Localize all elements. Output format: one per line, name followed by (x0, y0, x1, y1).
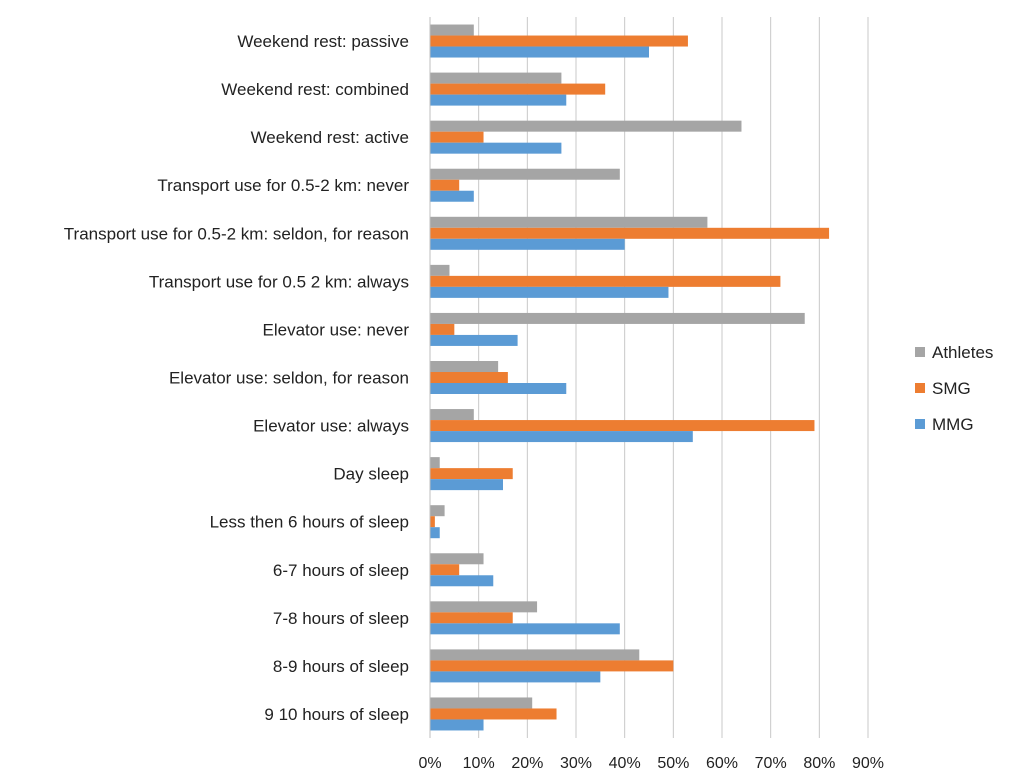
bar-mmg (430, 383, 567, 394)
bar-smg (430, 612, 513, 624)
category-label: 9 10 hours of sleep (264, 705, 409, 724)
legend-swatch-athletes (915, 347, 925, 357)
x-tick-label: 80% (803, 755, 835, 772)
category-label: Weekend rest: combined (221, 80, 409, 99)
x-tick-label: 30% (560, 755, 592, 772)
bar-athletes (430, 361, 499, 372)
bar-smg (430, 179, 460, 191)
category-label: Elevator use: always (253, 417, 409, 436)
bar-athletes (430, 120, 742, 132)
bar-athletes (430, 649, 640, 661)
bar-mmg (430, 671, 601, 683)
bar-mmg (430, 719, 484, 731)
bar-mmg (430, 334, 518, 346)
bar-athletes (430, 601, 538, 613)
bar-smg (430, 372, 508, 383)
legend-swatch-mmg (915, 419, 925, 429)
bar-smg (430, 564, 460, 576)
category-label: 6-7 hours of sleep (273, 561, 409, 580)
bar-mmg (430, 623, 620, 635)
bar-smg (430, 708, 557, 720)
bar-athletes (430, 697, 533, 709)
bar-smg (430, 323, 455, 335)
x-tick-label: 90% (852, 755, 884, 772)
category-label: Weekend rest: active (251, 128, 409, 147)
legend-label-smg: SMG (932, 379, 971, 398)
bar-mmg (430, 46, 649, 58)
tick-labels: 0% 10% 20% 30% 40% 50% 60% 70% 80% 90% (418, 755, 884, 772)
x-tick-label: 10% (463, 755, 495, 772)
x-tick-label: 20% (511, 755, 543, 772)
legend-label-mmg: MMG (932, 415, 974, 434)
x-tick-label: 60% (706, 755, 738, 772)
bar-mmg (430, 479, 503, 491)
bar-athletes (430, 457, 440, 469)
x-tick-label: 50% (657, 755, 689, 772)
category-label: Weekend rest: passive (237, 32, 409, 51)
category-label: Elevator use: seldon, for reason (169, 369, 409, 388)
x-tick-label: 70% (755, 755, 787, 772)
bar-smg (430, 660, 674, 672)
category-label: 8-9 hours of sleep (273, 657, 409, 676)
gridlines (478, 17, 869, 738)
bar-athletes (430, 168, 620, 180)
category-label: Day sleep (333, 465, 409, 484)
legend: Athletes SMG MMG (915, 343, 993, 434)
bar-athletes (430, 72, 562, 84)
bar-mmg (430, 238, 625, 250)
bar-athletes (430, 505, 445, 517)
legend-swatch-smg (915, 383, 925, 393)
bar-mmg (430, 142, 562, 154)
bar-mmg (430, 286, 669, 298)
bar-smg (430, 420, 815, 432)
bar-smg (430, 468, 513, 480)
bar-athletes (430, 553, 484, 565)
bar-smg (430, 35, 688, 47)
bar-athletes (430, 264, 450, 276)
bar-smg (430, 227, 830, 239)
bar-smg (430, 131, 484, 143)
x-tick-label: 0% (418, 755, 441, 772)
category-label: Transport use for 0.5-2 km: seldon, for … (64, 224, 409, 243)
bar-athletes (430, 216, 708, 228)
bar-mmg (430, 94, 567, 106)
bars (430, 24, 830, 731)
category-label: Transport use for 0.5 2 km: always (149, 272, 409, 291)
category-label: Elevator use: never (263, 320, 410, 339)
bar-mmg (430, 190, 474, 202)
bar-athletes (430, 409, 474, 421)
bar-mmg (430, 431, 693, 443)
bar-athletes (430, 24, 474, 36)
x-tick-label: 40% (609, 755, 641, 772)
bar-mmg (430, 575, 494, 587)
legend-label-athletes: Athletes (932, 343, 993, 362)
bar-smg (430, 516, 435, 528)
bar-smg (430, 83, 606, 95)
bar-smg (430, 275, 781, 287)
category-label: Transport use for 0.5-2 km: never (157, 176, 409, 195)
category-label: Less then 6 hours of sleep (210, 513, 409, 532)
bar-mmg (430, 527, 440, 539)
category-label: 7-8 hours of sleep (273, 609, 409, 628)
category-labels: Weekend rest: passive Weekend rest: combi… (64, 32, 410, 724)
bar-athletes (430, 312, 805, 324)
